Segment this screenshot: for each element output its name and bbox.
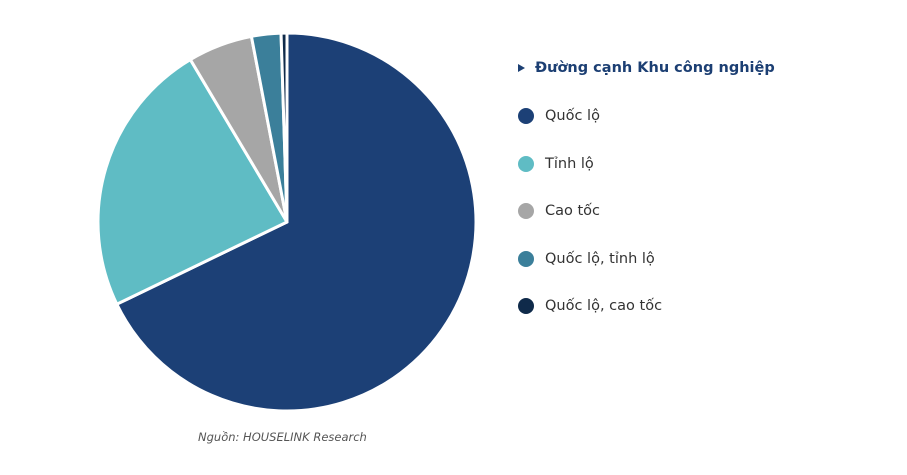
legend-label: Cao tốc <box>545 203 601 219</box>
legend-item-quoc-lo-cao-toc: Quốc lộ, cao tốc <box>518 296 775 316</box>
pie-slice-1 <box>96 58 289 306</box>
pie-slice-0 <box>115 31 478 413</box>
legend-label: Tỉnh lộ <box>545 155 594 172</box>
pie-slice-4 <box>279 31 289 224</box>
legend-item-quoc-lo: Quốc lộ <box>518 106 775 126</box>
legend-label: Quốc lộ, tỉnh lộ <box>545 250 655 267</box>
legend-item-cao-toc: Cao tốc <box>518 201 775 221</box>
legend-dot <box>518 250 534 267</box>
legend: Đường cạnh Khu công nghiệp Quốc lộ Tỉnh … <box>518 58 775 316</box>
legend-item-quoc-lo-tinh-lo: Quốc lộ, tỉnh lộ <box>518 249 775 269</box>
legend-label: Quốc lộ, cao tốc <box>545 298 663 314</box>
legend-dot <box>518 108 534 124</box>
legend-dot <box>518 155 534 172</box>
source-note: Nguồn: HOUSELINK Research <box>198 430 367 444</box>
triangle-icon <box>518 64 525 72</box>
legend-dot <box>518 298 534 314</box>
legend-item-tinh-lo: Tỉnh lộ <box>518 154 775 174</box>
legend-label: Quốc lộ <box>545 108 600 124</box>
legend-title-text: Đường cạnh Khu công nghiệp <box>535 60 775 76</box>
legend-dot <box>518 203 534 219</box>
legend-title: Đường cạnh Khu công nghiệp <box>518 58 775 78</box>
